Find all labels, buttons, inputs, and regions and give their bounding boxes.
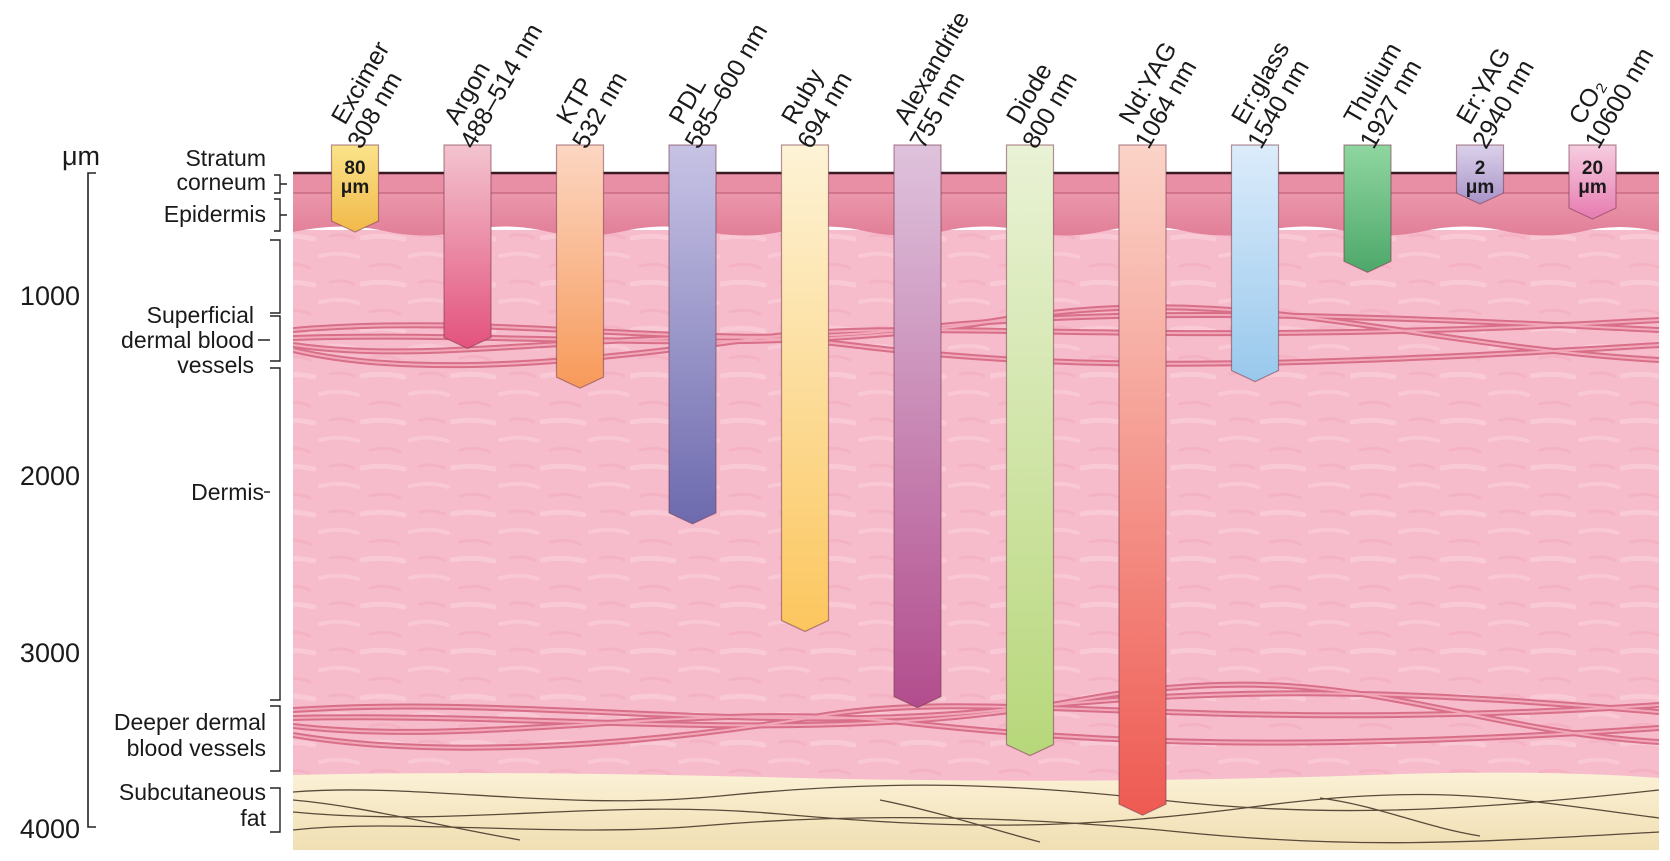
depth-axis: μm 1000 2000 3000 4000 [20,141,100,844]
laser-bar-argon [443,144,492,350]
laser-depth-label-co: 20 [1582,158,1603,179]
layer-label-deeper-2: blood vessels [127,735,266,761]
dermis-texture [293,230,1659,785]
laser-bar-diode [1005,144,1055,757]
axis-unit-label: μm [62,141,100,171]
layer-label-superficial-1: Superficial [147,302,254,328]
laser-bar-er-yag [1455,144,1505,205]
fat-lobule-lines [293,784,1659,844]
laser-bar-pdl [668,144,717,525]
laser-depth-label-excimer: μm [341,177,370,198]
laser-bar-ktp [555,144,605,389]
subcutaneous-fat-layer [293,772,1659,850]
stratum-corneum-layer [293,173,1659,193]
laser-bar-co [1568,144,1617,220]
bracket-epidermis [274,198,287,232]
laser-bar-thulium [1343,144,1392,273]
layer-labels: Stratum corneum Epidermis Superficial de… [114,145,287,833]
bracket-deeper [270,705,281,772]
layer-label-epidermis: Epidermis [164,201,266,227]
layer-label-deeper-1: Deeper dermal [114,709,266,735]
layer-label-dermis: Dermis [191,479,264,505]
laser-bar-ruby [780,144,830,633]
laser-bar-er-glass [1230,144,1280,383]
tick-label-2000: 2000 [20,461,80,491]
bracket-dermis [264,367,281,701]
layer-label-superficial-2: dermal blood [121,327,254,353]
depth-axis-bracket [87,172,96,828]
laser-bar-alexandrite [893,144,942,709]
bracket-fat [270,787,281,833]
laser-depth-label-excimer: 80 [344,158,365,179]
bracket-superficial [258,315,281,362]
layer-label-superficial-3: vessels [177,352,254,378]
laser-bar-excimer [330,144,380,233]
tick-label-1000: 1000 [20,281,80,311]
layer-label-stratum-1: Stratum [185,145,266,171]
skin-cross-section [293,171,1659,850]
layer-label-fat-2: fat [240,805,266,831]
laser-depth-label-er-yag: μm [1466,177,1495,198]
laser-depth-label-co: μm [1578,177,1607,198]
laser-bar-nd-yag [1118,144,1167,816]
tick-label-3000: 3000 [20,638,80,668]
bracket-dermis-upper [270,239,281,314]
tick-label-4000: 4000 [20,814,80,844]
layer-label-stratum-2: corneum [177,169,266,195]
layer-label-fat-1: Subcutaneous [119,779,266,805]
bracket-stratum [274,174,287,194]
laser-depth-label-er-yag: 2 [1475,158,1486,179]
